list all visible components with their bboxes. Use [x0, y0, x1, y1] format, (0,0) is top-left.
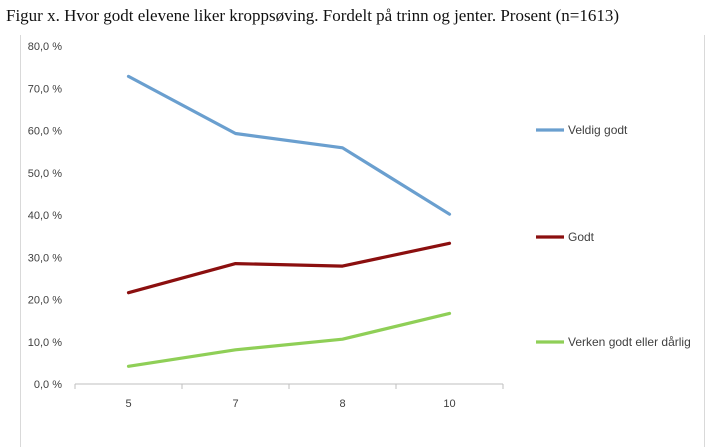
x-tick-label: 10 — [443, 398, 455, 410]
series-line-1 — [126, 74, 452, 216]
axes — [74, 383, 504, 389]
y-tick-label: 50,0 % — [28, 168, 62, 180]
y-tick-label: 30,0 % — [28, 252, 62, 264]
legend-label: Veldig godt — [568, 123, 628, 137]
left-border — [20, 35, 21, 447]
y-tick-label: 80,0 % — [28, 41, 62, 53]
chart-title: Figur x. Hvor godt elevene liker kroppsø… — [6, 6, 619, 25]
right-border — [704, 35, 705, 447]
y-tick-label: 10,0 % — [28, 337, 62, 349]
y-tick-label: 0,0 % — [34, 379, 62, 391]
x-axis-ticks: 5 7 8 10 — [125, 398, 455, 410]
y-tick-label: 70,0 % — [28, 83, 62, 95]
x-tick-label: 5 — [125, 398, 131, 410]
y-axis-ticks: 0,0 % 10,0 % 20,0 % 30,0 % 40,0 % 50,0 % 60,0 … — [28, 41, 62, 391]
x-tick-label: 7 — [232, 398, 238, 410]
legend: Veldig godt Godt Verken godt eller dårlig — [536, 123, 691, 349]
legend-label: Verken godt eller dårlig — [568, 335, 691, 349]
y-tick-label: 60,0 % — [28, 126, 62, 138]
series-line-3 — [126, 311, 452, 368]
x-tick-label: 8 — [339, 398, 345, 410]
series-line-2 — [126, 241, 452, 295]
y-tick-label: 20,0 % — [28, 295, 62, 307]
y-tick-label: 40,0 % — [28, 210, 62, 222]
series-lines — [126, 74, 452, 368]
legend-label: Godt — [568, 230, 595, 244]
